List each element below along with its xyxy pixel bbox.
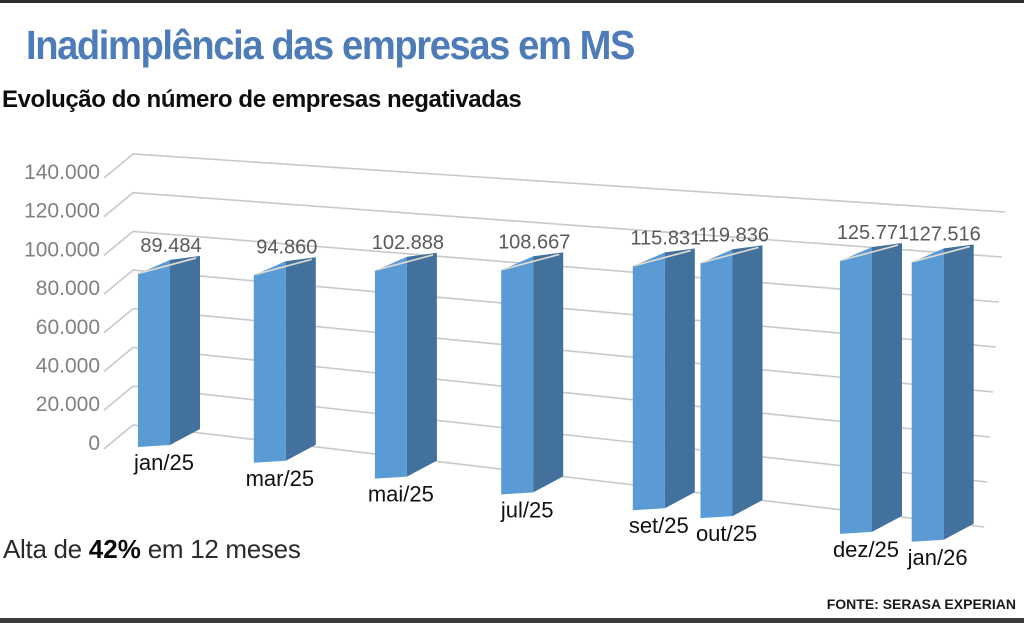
bar-jul/25: [501, 252, 564, 495]
bar-value-label: 125.771: [837, 222, 909, 244]
y-axis-label: 120.000: [24, 200, 100, 223]
bar-front-face: [700, 249, 733, 519]
note-highlight-percent: 42%: [88, 534, 141, 564]
category-label: mai/25: [368, 482, 434, 507]
bar-mai/25: [374, 252, 437, 479]
bar-top-highlight: [376, 254, 434, 271]
bar-mar/25: [253, 257, 316, 463]
bar-value-label: 119.836: [698, 224, 769, 246]
y-axis-label: 80.000: [36, 277, 100, 300]
bar-front-face: [374, 256, 407, 479]
bar-side-face: [285, 257, 316, 461]
chart-subtitle: Evolução do número de empresas negativad…: [2, 86, 522, 113]
bar-top-highlight: [139, 257, 197, 274]
bar-side-face: [943, 244, 974, 540]
category-label: jan/25: [133, 450, 194, 475]
bar-value-label: 115.831: [630, 227, 701, 249]
summary-note: Alta de 42% em 12 meses: [3, 534, 301, 565]
bar-side-face: [533, 252, 564, 493]
bar-front-face: [911, 248, 944, 542]
category-label: dez/25: [833, 537, 899, 562]
bar-value-label: 102.888: [372, 232, 444, 254]
bar-out/25: [700, 245, 763, 519]
note-prefix: Alta de: [3, 534, 89, 564]
bar-top-highlight: [702, 246, 759, 264]
bar-jan/25: [138, 256, 200, 447]
category-label: jan/26: [907, 545, 968, 570]
bar-side-face: [170, 256, 200, 445]
bar-jan/26: [911, 244, 974, 542]
bar-side-face: [406, 252, 437, 477]
bar-top-highlight: [502, 253, 560, 271]
page-title: Inadimplência das empresas em MS: [26, 22, 635, 68]
bar-front-face: [840, 247, 872, 534]
bar-front-face: [138, 260, 170, 447]
bar-set/25: [632, 248, 695, 511]
bottom-rule: [0, 618, 1024, 623]
bar-front-face: [501, 256, 534, 495]
top-rule: [0, 0, 1024, 3]
bar-front-face: [253, 261, 286, 463]
y-axis-label: 100.000: [24, 238, 100, 261]
bar-value-label: 127.516: [909, 223, 981, 245]
bar-value-label: 89.484: [140, 235, 201, 257]
bar-front-face: [632, 252, 665, 511]
gridline: [103, 153, 1006, 213]
y-axis-label: 60.000: [36, 316, 100, 339]
bar-value-label: 108.667: [498, 231, 570, 253]
bar-top-highlight: [634, 249, 692, 267]
y-axis-label: 20.000: [36, 393, 100, 416]
bar-top-highlight: [913, 245, 970, 263]
y-axis-label: 40.000: [36, 355, 100, 378]
gridline: [103, 191, 1003, 258]
bar-top-highlight: [255, 258, 313, 276]
bar-side-face: [872, 243, 902, 532]
bar-side-face: [732, 245, 763, 517]
gridline: [103, 424, 985, 528]
category-label: jul/25: [500, 497, 554, 522]
source-credit: FONTE: SERASA EXPERIAN: [826, 596, 1016, 612]
bar-dez/25: [840, 243, 902, 534]
category-label: out/25: [696, 521, 757, 546]
y-axis-label: 140.000: [24, 161, 100, 184]
bar-top-highlight: [841, 244, 899, 261]
bar-value-label: 94.860: [256, 236, 317, 258]
y-axis-label: 0: [88, 432, 100, 455]
note-suffix: em 12 meses: [140, 534, 301, 564]
category-label: set/25: [629, 513, 689, 538]
bar-side-face: [664, 248, 695, 509]
category-label: mar/25: [246, 466, 314, 491]
